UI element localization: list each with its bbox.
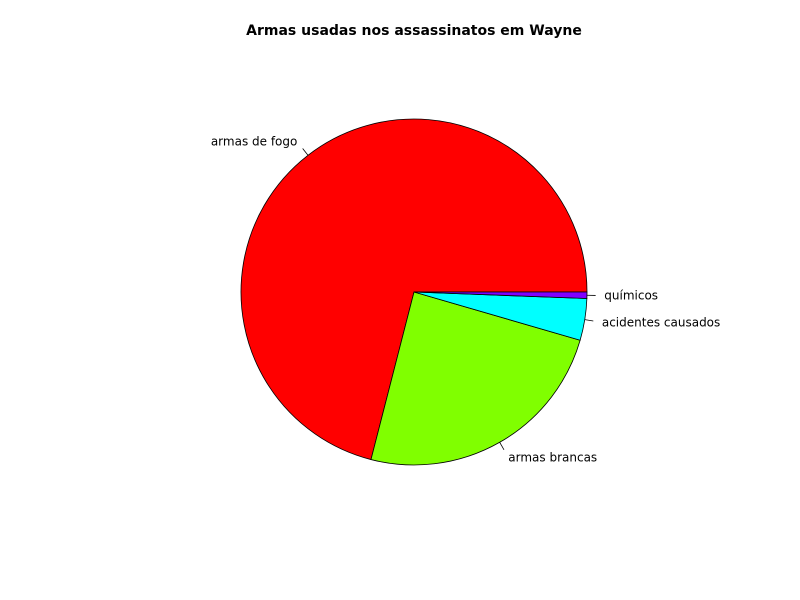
chart-title: Armas usadas nos assassinatos em Wayne bbox=[246, 23, 582, 39]
pie-label-tick-armas-de-fogo bbox=[302, 148, 309, 156]
pie-label-armas-de-fogo: armas de fogo bbox=[211, 135, 298, 149]
pie-slice-armas-brancas bbox=[370, 291, 581, 466]
pie-label-tick-acidentes-causados bbox=[584, 319, 594, 322]
pie-labels: armas de fogo armas brancas acidentes caus… bbox=[211, 135, 720, 465]
pie-slices bbox=[240, 118, 588, 466]
pie-label-quimicos: químicos bbox=[604, 289, 658, 303]
pie-label-tick-armas-brancas bbox=[499, 442, 505, 450]
pie-slice-armas-de-fogo bbox=[240, 118, 588, 461]
pie-label-acidentes-causados: acidentes causados bbox=[602, 315, 720, 329]
pie-label-armas-brancas: armas brancas bbox=[508, 450, 597, 464]
